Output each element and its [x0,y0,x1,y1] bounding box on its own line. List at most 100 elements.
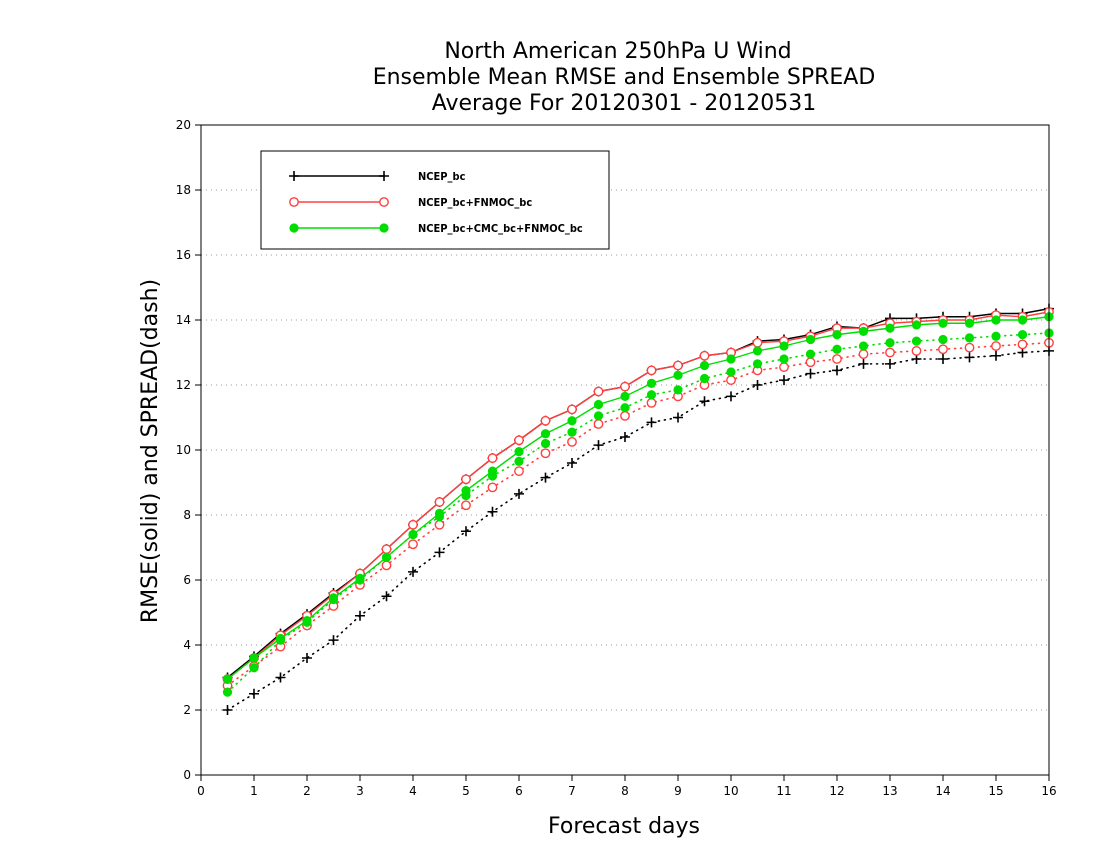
rmse-point [487,453,498,464]
series-1 [222,303,1054,715]
spread-point [673,412,683,423]
series-3 [222,312,1054,697]
spread-point [381,560,392,571]
y-tick-label: 18 [176,183,191,197]
x-tick-label: 3 [356,784,364,798]
rmse-point [646,365,657,376]
spread-point [964,333,975,343]
rmse-point [699,360,710,371]
rmse-point [275,633,286,644]
rmse-line [227,307,1050,679]
series-2 [222,306,1054,691]
spread-point [858,349,869,360]
spread-point [805,349,816,359]
spread-point [646,417,657,428]
rmse-point [434,497,445,507]
spread-point [911,336,922,346]
spread-point [1017,330,1028,340]
spread-point [514,488,524,499]
spread-point [620,410,630,421]
spread-point [779,362,789,373]
x-tick-label: 14 [935,784,950,798]
x-tick-label: 4 [409,784,417,798]
y-tick-label: 14 [176,313,191,327]
legend-marker [379,223,389,233]
y-tick-label: 12 [176,378,191,392]
spread-point [779,375,789,386]
spread-point [487,482,498,493]
x-tick-label: 7 [568,784,576,798]
spread-point [805,357,816,368]
rmse-point [646,378,657,388]
spread-point [991,341,1001,351]
legend-box [260,150,610,250]
rmse-point [911,320,922,330]
x-tick-label: 10 [723,784,738,798]
spread-point [593,440,604,451]
spread-point [434,547,445,558]
series-layer [222,303,1054,715]
spread-point [805,368,816,379]
spread-point [461,500,471,511]
spread-point [752,359,763,369]
spread-point [673,385,683,395]
spread-point [832,354,842,364]
y-tick-label: 4 [183,638,191,652]
rmse-point [514,435,524,446]
y-tick-label: 20 [176,118,191,132]
rmse-point [249,653,259,663]
y-tick-label: 8 [183,508,191,522]
legend-marker [289,223,299,233]
rmse-point [381,544,392,555]
spread-point [381,591,392,602]
spread-point [726,391,736,402]
spread-point [540,448,551,459]
y-tick-label: 6 [183,573,191,587]
spread-line [226,332,1050,693]
spread-point [885,347,895,358]
rmse-point [752,346,763,356]
spread-line [226,350,1050,711]
rmse-point [938,318,948,328]
y-tick-label: 2 [183,703,191,717]
spread-point [408,539,418,550]
spread-point [355,610,365,621]
grid [201,189,1049,711]
x-tick-label: 5 [462,784,470,798]
rmse-point [302,616,312,626]
rmse-point [222,674,233,684]
x-tick-label: 1 [250,784,258,798]
rmse-point [408,519,418,530]
rmse-point [408,529,418,540]
x-tick-label: 15 [988,784,1003,798]
x-tick-label: 16 [1041,784,1056,798]
spread-point [885,358,895,369]
rmse-point [699,350,710,361]
rmse-point [461,486,471,496]
rmse-point [726,354,736,364]
x-tick-label: 6 [515,784,523,798]
rmse-point [1017,315,1028,325]
rmse-point [805,334,816,345]
spread-point [885,338,895,348]
title-line-3: Average For 20120301 - 20120531 [432,91,817,116]
chart-title: North American 250hPa U Wind Ensemble Me… [373,39,876,116]
rmse-point [514,447,524,457]
rmse-point [381,552,392,562]
spread-point [222,705,233,715]
spread-point [593,419,604,429]
rmse-point [991,315,1001,325]
spread-point [567,458,577,468]
spread-point [779,354,789,364]
x-tick-label: 13 [882,784,897,798]
spread-point [938,344,948,355]
y-tick-label: 0 [183,768,191,782]
rmse-point [673,360,683,371]
x-tick-label: 8 [621,784,629,798]
legend-item: NCEP_bc+FNMOC_bc [289,196,532,209]
y-axis-label: RMSE(solid) and SPREAD(dash) [138,279,163,623]
spread-point [646,397,657,408]
spread-point [1017,339,1028,350]
rmse-point [593,399,604,410]
